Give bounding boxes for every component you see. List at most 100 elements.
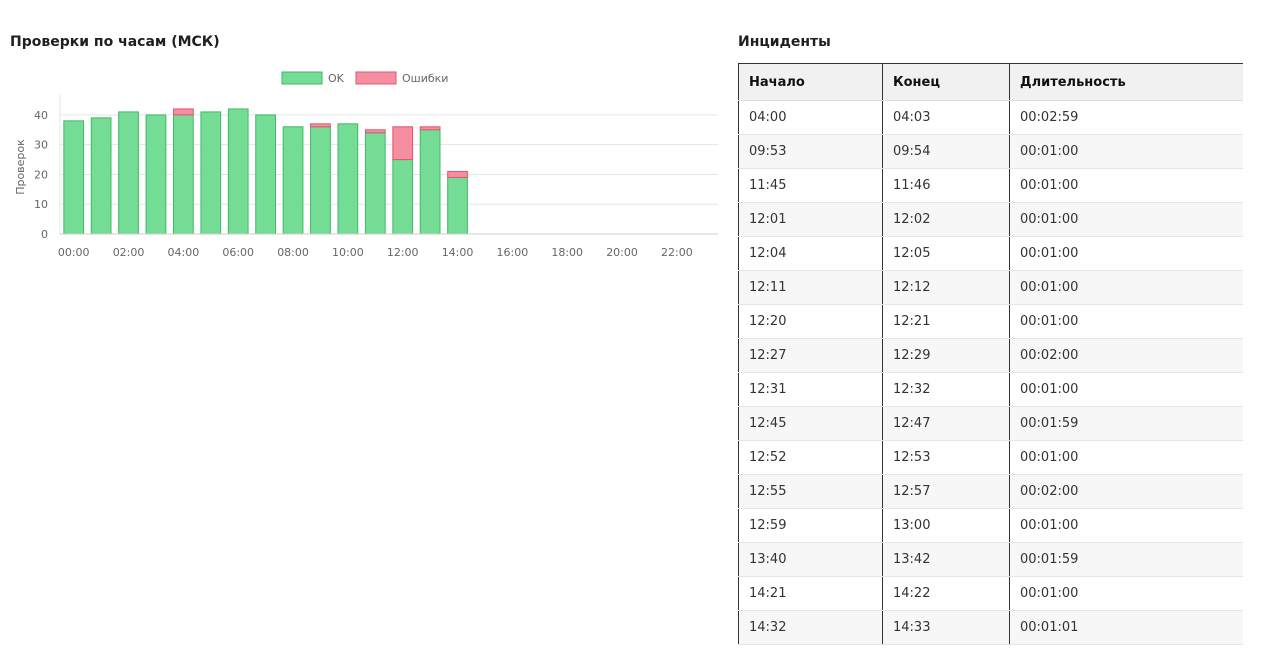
x-tick-label: 12:00	[387, 246, 419, 259]
x-tick-label: 22:00	[661, 246, 693, 259]
x-tick-label: 06:00	[222, 246, 254, 259]
table-row: 12:45 12:47 00:01:59	[738, 406, 1243, 441]
cell-start: 12:52	[738, 440, 883, 475]
table-row: 12:27 12:29 00:02:00	[738, 338, 1243, 373]
x-tick-label: 10:00	[332, 246, 364, 259]
cell-start: 12:55	[738, 474, 883, 509]
cell-end: 12:12	[882, 270, 1010, 305]
cell-duration: 00:01:00	[1009, 270, 1243, 305]
cell-end: 14:22	[882, 576, 1010, 611]
incidents-body: 04:00 04:03 00:02:59 09:53 09:54 00:01:00 11:4…	[738, 100, 1243, 645]
cell-end: 12:02	[882, 202, 1010, 237]
incidents-table-container: Начало Конец Длительность 04:00 04:03 00:0…	[738, 63, 1243, 666]
cell-start: 14:21	[738, 576, 883, 611]
x-tick-label: 00:00	[58, 246, 90, 259]
table-row: 12:59 13:00 00:01:00	[738, 508, 1243, 543]
column-header-duration[interactable]: Длительность	[1009, 63, 1243, 101]
cell-duration: 00:01:00	[1009, 372, 1243, 407]
bar-ok	[392, 159, 414, 235]
cell-duration: 00:01:00	[1009, 168, 1243, 203]
column-header-start[interactable]: Начало	[738, 63, 883, 101]
bar-error	[447, 170, 468, 178]
x-tick-label: 20:00	[606, 246, 638, 259]
cell-duration: 00:02:00	[1009, 474, 1243, 509]
column-header-end[interactable]: Конец	[882, 63, 1010, 101]
cell-start: 09:53	[738, 134, 883, 169]
cell-duration: 00:01:59	[1009, 542, 1243, 577]
table-row: 13:40 13:42 00:01:59	[738, 542, 1243, 577]
cell-duration: 00:01:00	[1009, 440, 1243, 475]
table-row: 12:11 12:12 00:01:00	[738, 270, 1243, 305]
bar-ok	[337, 123, 359, 235]
x-tick-label: 14:00	[442, 246, 474, 259]
cell-start: 12:31	[738, 372, 883, 407]
bar-error	[392, 126, 414, 161]
cell-duration: 00:01:00	[1009, 202, 1243, 237]
legend-swatch	[355, 71, 397, 85]
cell-end: 11:46	[882, 168, 1010, 203]
bar-ok	[63, 120, 85, 235]
legend-swatch	[281, 71, 323, 85]
cell-duration: 00:01:00	[1009, 304, 1243, 339]
table-row: 12:20 12:21 00:01:00	[738, 304, 1243, 339]
y-axis-label: Проверок	[14, 139, 27, 195]
bar-error	[173, 108, 194, 116]
bar-ok	[255, 114, 276, 235]
cell-end: 12:32	[882, 372, 1010, 407]
incidents-title: Инциденты	[738, 34, 831, 50]
legend-item-ok[interactable]: OK	[281, 71, 345, 85]
incidents-table: Начало Конец Длительность 04:00 04:03 00:0…	[738, 63, 1243, 645]
cell-start: 12:45	[738, 406, 883, 441]
y-tick-label: 30	[34, 139, 48, 152]
y-tick-label: 20	[34, 168, 48, 181]
cell-duration: 00:01:00	[1009, 134, 1243, 169]
y-tick-label: 0	[41, 228, 48, 241]
bar-ok	[200, 111, 222, 235]
cell-start: 12:59	[738, 508, 883, 543]
bar-error	[419, 126, 441, 131]
bar-ok	[310, 126, 331, 235]
cell-end: 12:53	[882, 440, 1010, 475]
table-row: 12:55 12:57 00:02:00	[738, 474, 1243, 509]
chart-axes: 0 10 20 30 40 Проверок 00:00 02:00 04:00 06:00 08:…	[14, 94, 718, 259]
bar-ok	[419, 129, 441, 235]
hourly-checks-chart: OK Ошибки 0 10 20 30 40 Проверок 00:00 02:00 04:0…	[14, 71, 718, 259]
x-tick-label: 18:00	[551, 246, 583, 259]
cell-end: 09:54	[882, 134, 1010, 169]
chart-title: Проверки по часам (МСК)	[10, 34, 220, 50]
table-row: 14:21 14:22 00:01:00	[738, 576, 1243, 611]
cell-start: 12:20	[738, 304, 883, 339]
table-row: 11:45 11:46 00:01:00	[738, 168, 1243, 203]
x-tick-label: 16:00	[497, 246, 529, 259]
bar-ok	[118, 111, 139, 235]
bar-ok	[173, 114, 194, 235]
cell-duration: 00:01:00	[1009, 508, 1243, 543]
x-tick-label: 08:00	[277, 246, 309, 259]
table-row: 04:00 04:03 00:02:59	[738, 100, 1243, 135]
legend-label: Ошибки	[402, 72, 448, 85]
x-tick-label: 02:00	[113, 246, 145, 259]
legend-item-errors[interactable]: Ошибки	[355, 71, 448, 85]
cell-end: 04:03	[882, 100, 1010, 135]
y-tick-label: 40	[34, 109, 48, 122]
x-tick-label: 04:00	[168, 246, 200, 259]
cell-duration: 00:01:00	[1009, 576, 1243, 611]
cell-duration: 00:02:00	[1009, 338, 1243, 373]
cell-end: 13:00	[882, 508, 1010, 543]
legend-label: OK	[328, 72, 345, 85]
cell-end: 12:57	[882, 474, 1010, 509]
table-row: 12:01 12:02 00:01:00	[738, 202, 1243, 237]
table-row: 12:52 12:53 00:01:00	[738, 440, 1243, 475]
bar-ok	[282, 126, 304, 235]
table-row: 09:53 09:54 00:01:00	[738, 134, 1243, 169]
cell-end: 12:47	[882, 406, 1010, 441]
cell-duration: 00:01:59	[1009, 406, 1243, 441]
chart-bars	[63, 108, 468, 235]
table-row: 12:31 12:32 00:01:00	[738, 372, 1243, 407]
cell-start: 14:32	[738, 610, 883, 645]
cell-start: 13:40	[738, 542, 883, 577]
cell-end: 13:42	[882, 542, 1010, 577]
bar-ok	[90, 117, 112, 235]
table-row: 12:04 12:05 00:01:00	[738, 236, 1243, 271]
cell-start: 12:01	[738, 202, 883, 237]
